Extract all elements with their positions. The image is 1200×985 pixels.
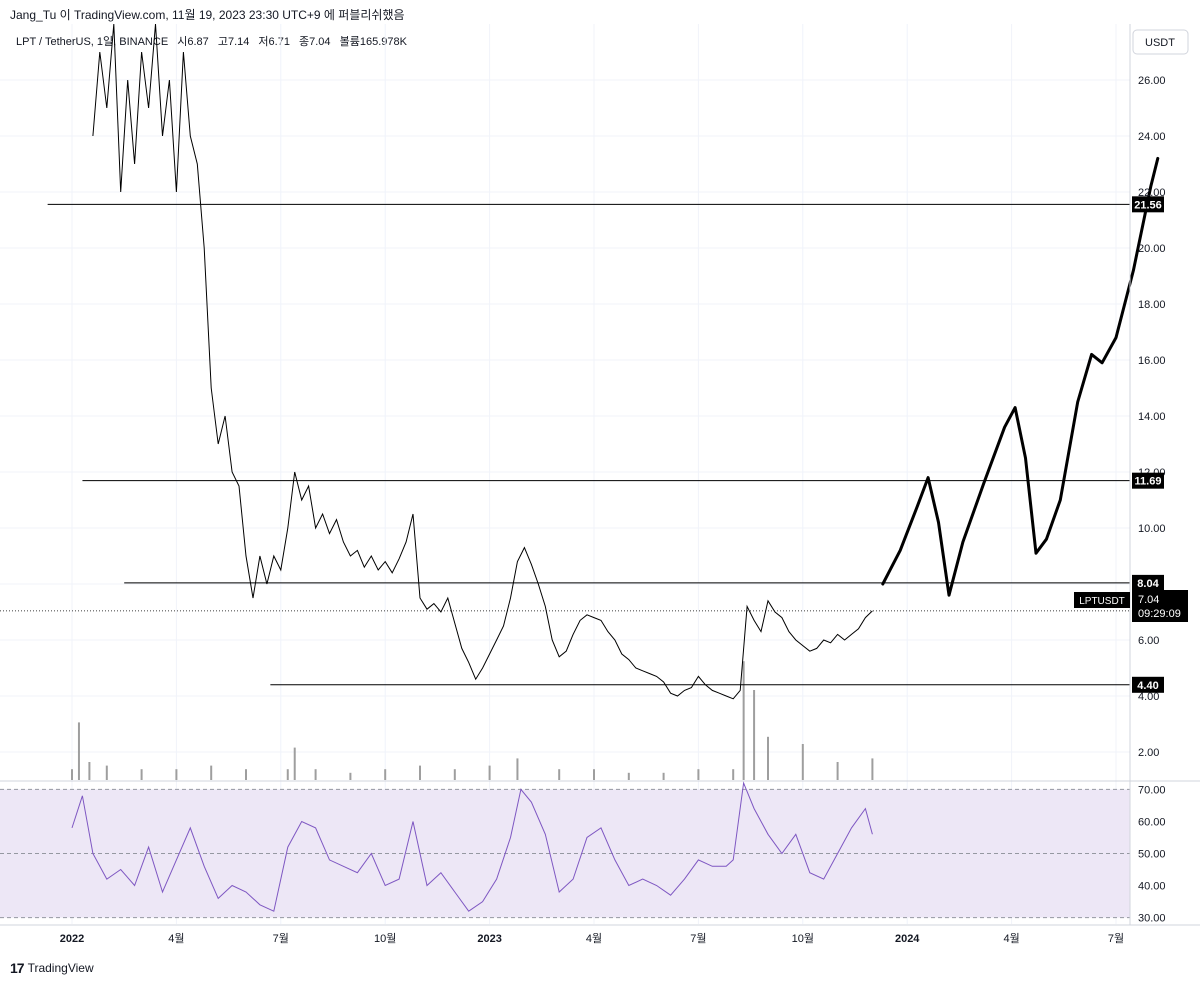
- time-tick-label: 10월: [792, 932, 814, 945]
- level-tag-label: 21.56: [1134, 199, 1162, 211]
- volume-bar: [384, 769, 387, 780]
- rsi-tick-label: 30.00: [1138, 913, 1166, 925]
- rsi-series: [71, 781, 873, 912]
- price-tick-label: 10.00: [1138, 523, 1166, 535]
- publish-credit: Jang_Tu 이 TradingView.com, 11월 19, 2023 …: [10, 8, 405, 22]
- volume-bar: [175, 769, 178, 780]
- tag-symbol: LPTUSDT: [1079, 596, 1125, 607]
- time-tick-label: 10월: [374, 932, 396, 945]
- volume-bar: [516, 758, 519, 780]
- volume-bar: [871, 758, 874, 780]
- volume-bar: [453, 769, 456, 780]
- time-tick-label: 2023: [477, 933, 501, 945]
- rsi-tick-label: 70.00: [1138, 784, 1166, 796]
- volume-bar: [697, 769, 700, 780]
- volume-bar: [732, 769, 735, 780]
- price-tick-label: 18.00: [1138, 299, 1166, 311]
- rsi-tick-label: 40.00: [1138, 881, 1166, 893]
- rsi-axis: 70.00 60.00 50.00 40.00 30.00: [1138, 784, 1166, 924]
- symbol-legend: LPT / TetherUS, 1일, BINANCE 시6.87 고7.14 …: [16, 33, 413, 49]
- time-tick-label: 4월: [1003, 932, 1019, 945]
- projection-drawing[interactable]: [881, 156, 1160, 597]
- brand-label: TradingView: [27, 961, 94, 975]
- time-tick-label: 4월: [168, 932, 184, 945]
- level-tag: [1132, 574, 1164, 591]
- level-tag: [1132, 196, 1164, 213]
- level-tag-label: 11.69: [1135, 476, 1162, 488]
- level-tags: 21.56 11.69 8.04 4.40: [1132, 196, 1164, 693]
- volume-bar: [77, 722, 80, 780]
- time-tick-label: 7월: [690, 932, 706, 945]
- volume-bar: [627, 772, 630, 780]
- time-tick-label: 7월: [273, 932, 289, 945]
- volume-bar: [88, 762, 91, 780]
- volume-bar: [767, 736, 769, 780]
- volume-bar: [558, 769, 561, 780]
- volume-bar: [742, 661, 745, 780]
- tradingview-logo-icon: 17: [10, 960, 25, 976]
- time-tick-label: 7월: [1108, 932, 1124, 945]
- rsi-guides: [0, 788, 1130, 919]
- volume-bar: [314, 769, 317, 780]
- time-tick-label: 4월: [586, 932, 602, 945]
- legend-high: 고7.14: [217, 36, 250, 48]
- volume-bar: [801, 744, 804, 780]
- legend-symbol[interactable]: LPT / TetherUS, 1일, BINANCE: [16, 36, 169, 48]
- level-tag-label: 4.40: [1137, 680, 1158, 692]
- volume-bar: [105, 765, 108, 780]
- volume-bars: [71, 661, 874, 780]
- volume-bar: [593, 769, 595, 780]
- currency-button[interactable]: USDT: [1132, 29, 1189, 55]
- currency-label: USDT: [1145, 37, 1175, 49]
- level-tag-label: 8.04: [1137, 578, 1159, 590]
- volume-bar: [349, 772, 352, 780]
- price-tick-label: 2.00: [1138, 747, 1159, 759]
- legend-volume: 볼륨165.978K: [339, 36, 407, 48]
- tag-price: 7.04: [1138, 594, 1159, 606]
- rsi-tick-label: 60.00: [1138, 816, 1166, 828]
- volume-bar: [419, 765, 421, 780]
- price-tick-label: 6.00: [1138, 635, 1159, 647]
- volume-bar: [140, 769, 143, 780]
- price-tick-label: 4.00: [1138, 691, 1159, 703]
- volume-bar: [245, 769, 247, 780]
- price-tick-label: 16.00: [1138, 355, 1166, 367]
- rsi-tick-label: 50.00: [1138, 849, 1166, 861]
- tradingview-brand[interactable]: 17 TradingView: [10, 960, 94, 976]
- time-tick-label: 2024: [895, 933, 920, 945]
- legend-low: 저6.71: [258, 36, 290, 48]
- price-tick-label: 24.00: [1138, 131, 1166, 143]
- time-axis[interactable]: 2022 4월 7월 10월 2023 4월 7월 10월 2024 4월 7월: [60, 932, 1124, 945]
- price-series: [92, 23, 873, 700]
- price-tick-label: 22.00: [1138, 187, 1166, 199]
- volume-bar: [753, 690, 756, 780]
- price-tick-label: 26.00: [1138, 75, 1166, 87]
- tag-countdown: 09:29:09: [1138, 608, 1181, 620]
- price-tick-label: 20.00: [1138, 243, 1166, 255]
- volume-bar: [488, 765, 491, 780]
- last-price-tag: LPTUSDT 7.04 09:29:09: [1074, 590, 1188, 622]
- time-tick-label: 2022: [60, 933, 84, 945]
- volume-bar: [286, 769, 289, 780]
- level-tag: [1132, 676, 1164, 693]
- volume-bar: [662, 772, 665, 780]
- legend-close: 종7.04: [299, 36, 331, 48]
- price-tick-label: 14.00: [1138, 411, 1166, 423]
- volume-bar: [210, 765, 213, 780]
- level-tag: [1132, 472, 1164, 489]
- volume-bar: [293, 747, 296, 780]
- legend-open: 시6.87: [177, 36, 209, 48]
- horizontal-levels[interactable]: [47, 203, 1130, 686]
- volume-bar: [71, 769, 73, 780]
- volume-bar: [836, 762, 839, 780]
